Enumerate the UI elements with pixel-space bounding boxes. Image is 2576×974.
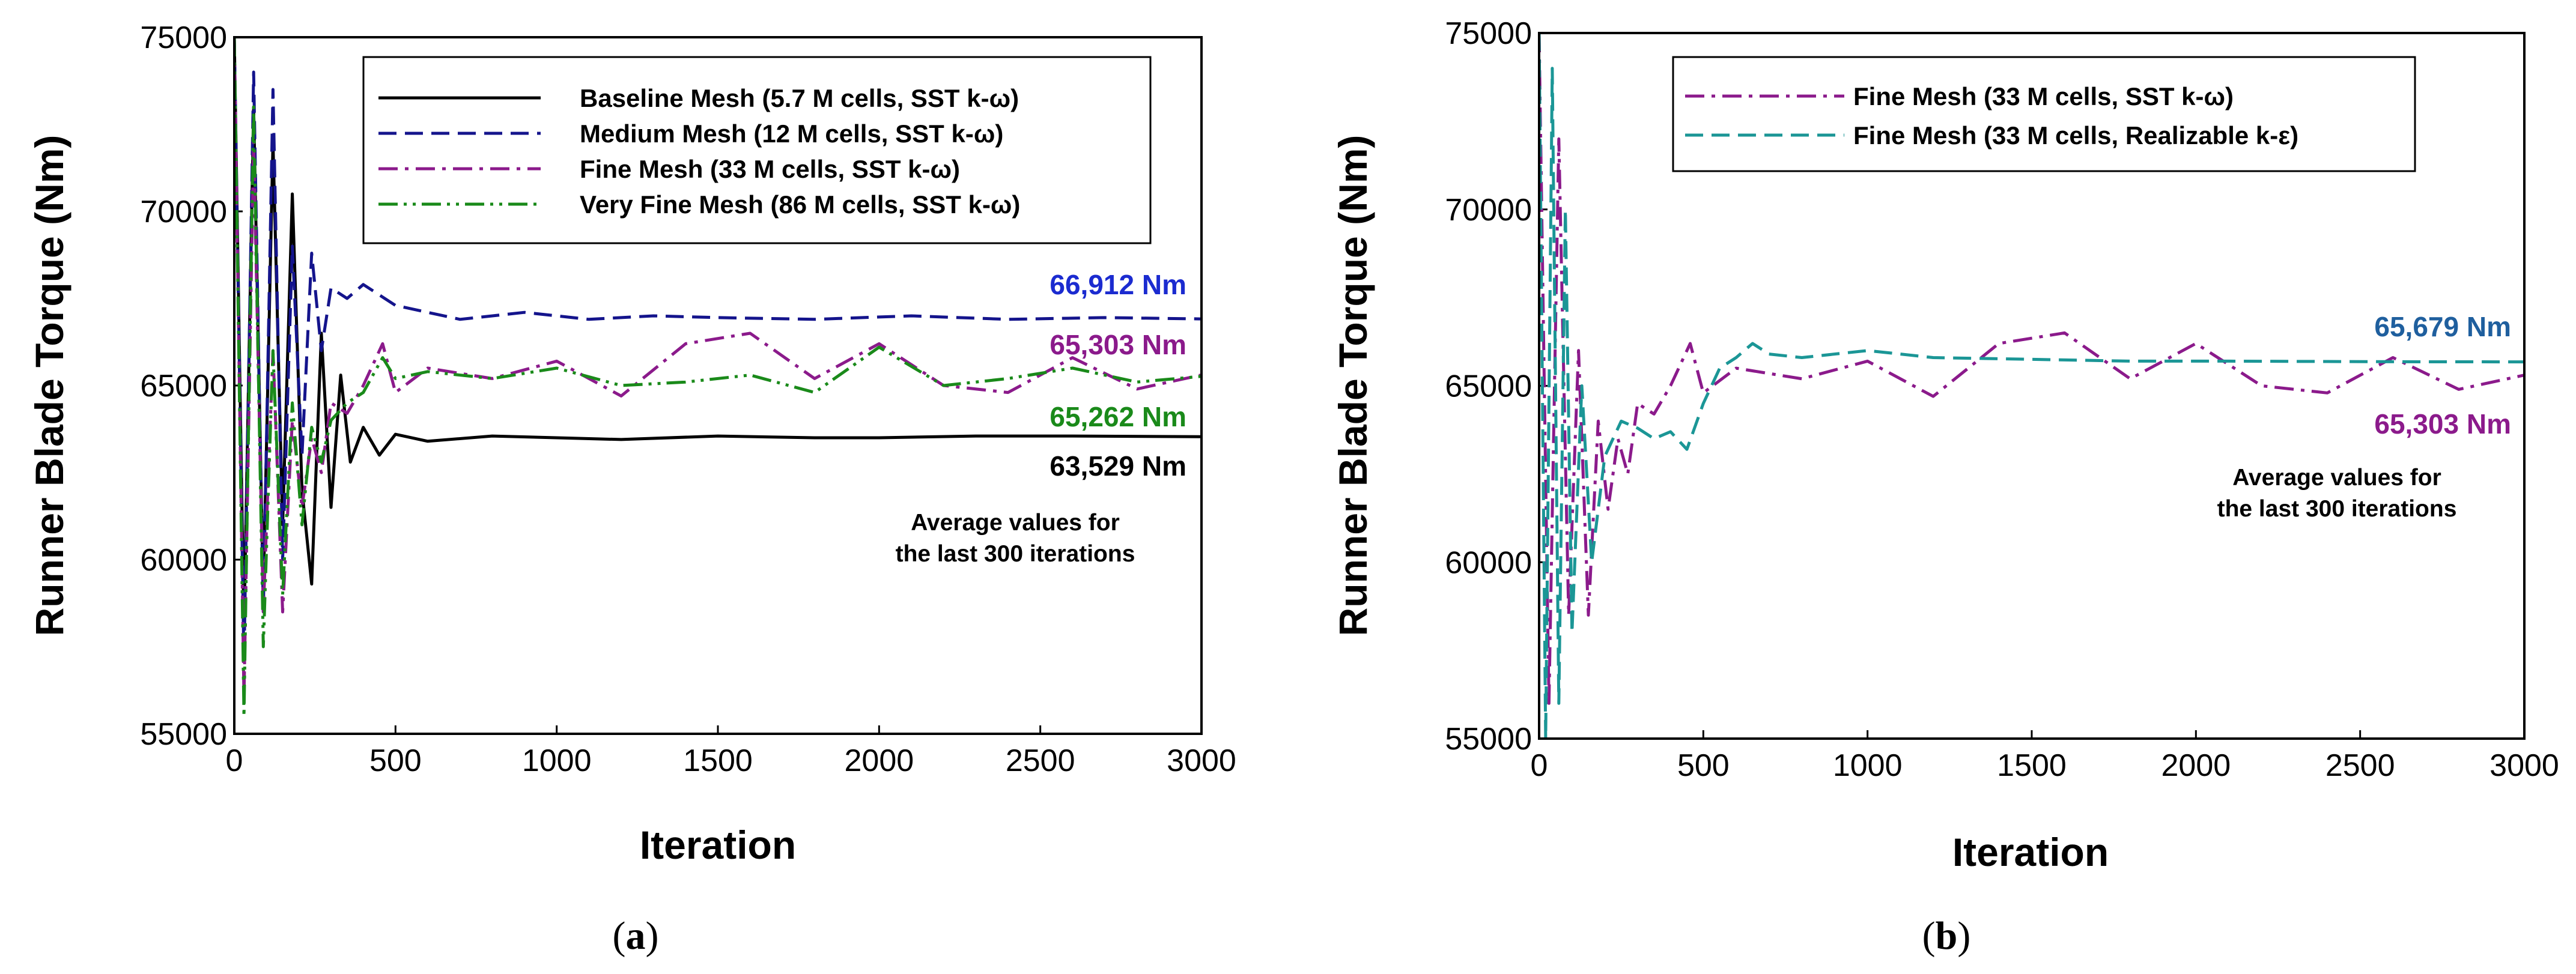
panel-a-xlabel: Iteration: [640, 823, 796, 867]
chart-panel-b: Runner Blade Torque (Nm) Iteration 0 500 1…: [1331, 16, 2559, 958]
panel-a-annotation-very-fine: 65,262 Nm: [1050, 401, 1186, 432]
panel-b-ytick-label: 70000: [1445, 193, 1532, 228]
panel-a-annotation-fine: 65,303 Nm: [1050, 329, 1186, 360]
panel-b-ytick-label: 75000: [1445, 16, 1532, 51]
panel-b-xtick-label: 3000: [2489, 748, 2559, 783]
panel-a-legend-label-very-fine: Very Fine Mesh (86 M cells, SST k-ω): [580, 190, 1020, 219]
panel-b-ytick-label: 60000: [1445, 545, 1532, 580]
panel-a-legend-label-medium: Medium Mesh (12 M cells, SST k-ω): [580, 119, 1003, 148]
panel-a-ytick-label: 55000: [140, 717, 227, 752]
panel-b-ticks: 0 500 1000 1500 2000 2500 3000 55000 60000 65000 7…: [1445, 16, 2559, 783]
panel-a-legend-label-baseline: Baseline Mesh (5.7 M cells, SST k-ω): [580, 84, 1019, 112]
panel-b-xtick-label: 1000: [1833, 748, 1903, 783]
panel-a-ylabel: Runner Blade Torque (Nm): [27, 135, 71, 637]
panel-b-ylabel: Runner Blade Torque (Nm): [1331, 135, 1375, 637]
panel-b-series: [1539, 33, 2524, 739]
panel-b-xtick-label: 0: [1531, 748, 1548, 783]
panel-b-xtick-label: 2500: [2325, 748, 2395, 783]
panel-b-plot-frame: [1538, 32, 2526, 740]
panel-a-series: [234, 37, 1201, 718]
panel-a-ticks: 0 500 1000 1500 2000 2500 3000 55000 60000 65000 7…: [140, 20, 1236, 778]
panel-b-label: (b): [1922, 914, 1971, 958]
panel-a-legend: Baseline Mesh (5.7 M cells, SST k-ω) Med…: [362, 56, 1152, 244]
panel-a-xtick-label: 0: [226, 743, 243, 778]
panel-a-annotation-baseline: 63,529 Nm: [1050, 450, 1186, 482]
panel-a-xtick-label: 500: [369, 743, 422, 778]
panel-b-legend-label-fine: Fine Mesh (33 M cells, SST k-ω): [1853, 82, 2234, 110]
panel-a-plot-frame: [233, 36, 1203, 735]
panel-b-legend-box: [1672, 56, 2416, 172]
panel-a-series-line-very_fine: [234, 37, 1201, 718]
panel-b-annotation-fine: 65,303 Nm: [2374, 408, 2511, 440]
panel-a-xtick-label: 2500: [1006, 743, 1075, 778]
panel-a-ytick-label: 60000: [140, 543, 227, 578]
panel-a-legend-box: [362, 56, 1152, 244]
panel-b-legend: Fine Mesh (33 M cells, SST k-ω) Fine Mes…: [1672, 56, 2416, 172]
panel-a-xtick-label: 2000: [844, 743, 914, 778]
panel-b-legend-label-realizable: Fine Mesh (33 M cells, Realizable k-ε): [1853, 121, 2298, 150]
panel-b-xtick-label: 500: [1677, 748, 1730, 783]
panel-b-xtick-label: 1500: [1997, 748, 2067, 783]
panel-b-note-line1: Average values for: [2232, 465, 2441, 491]
panel-a-series-line-medium: [234, 37, 1201, 666]
panel-a-label: (a): [613, 914, 659, 958]
panel-a-ytick-label: 65000: [140, 369, 227, 404]
panel-b-annotation-realizable: 65,679 Nm: [2374, 311, 2511, 342]
panel-a-series-line-baseline: [234, 37, 1201, 631]
panel-b-note-line2: the last 300 iterations: [2217, 496, 2457, 522]
panel-a-note-line1: Average values for: [911, 510, 1120, 536]
panel-a-note-line2: the last 300 iterations: [896, 541, 1135, 567]
panel-a-xtick-label: 1500: [683, 743, 753, 778]
panel-a-legend-label-fine: Fine Mesh (33 M cells, SST k-ω): [580, 155, 960, 183]
panel-b-series-line-realizable: [1539, 33, 2524, 739]
panel-a-annotation-medium: 66,912 Nm: [1050, 269, 1186, 300]
chart-panel-a: Runner Blade Torque (Nm) Iteration 0 500 1…: [27, 20, 1236, 958]
panel-b-ytick-label: 55000: [1445, 722, 1532, 757]
panel-b-xlabel: Iteration: [1952, 830, 2109, 874]
panel-b-ytick-label: 65000: [1445, 369, 1532, 404]
panel-a-ytick-label: 75000: [140, 20, 227, 55]
panel-a-xtick-label: 1000: [522, 743, 592, 778]
panel-b-xtick-label: 2000: [2161, 748, 2231, 783]
panel-a-ytick-label: 70000: [140, 195, 227, 229]
panel-a-xtick-label: 3000: [1167, 743, 1236, 778]
